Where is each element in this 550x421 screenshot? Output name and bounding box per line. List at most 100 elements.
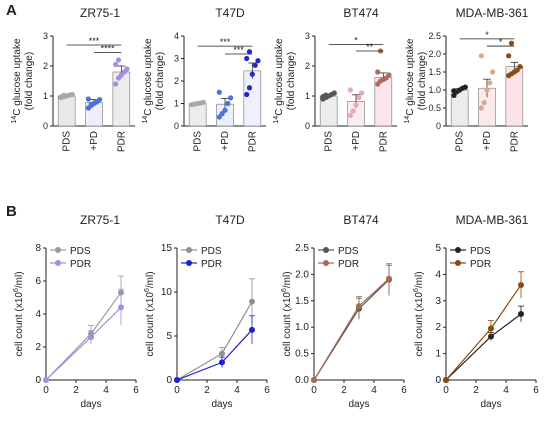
- data-point-3-0-0: [451, 92, 457, 98]
- data-point-2-1-4: [359, 90, 365, 96]
- x-tick-label-4-2: 4: [103, 385, 109, 396]
- chart-title-a2: T47D: [215, 6, 245, 20]
- y-tick-label-6-5: 2.5: [295, 243, 309, 254]
- y-label-line1-1: 14C glucose uptake: [142, 38, 154, 124]
- data-point-6-1-0: [311, 377, 317, 383]
- y-tick-label-1-1: 1: [174, 99, 179, 109]
- bar-0-0: [57, 95, 76, 127]
- data-point-0-1-5: [85, 96, 91, 102]
- y-tick-label-3-5: 2.5: [428, 31, 441, 41]
- x-axis-label-6: days: [348, 399, 369, 410]
- x-tick-label-2-1: +PD: [351, 131, 362, 151]
- bar-1-2: [243, 70, 262, 127]
- data-point-2-1-1: [350, 108, 356, 114]
- data-point-1-2-0: [244, 91, 250, 98]
- data-point-1-1-4: [228, 95, 234, 101]
- y-tick-label-1-2: 2: [174, 76, 179, 86]
- y-tick-label-6-4: 2.0: [295, 269, 309, 280]
- y-axis-label-7: cell count (x106/ml): [413, 271, 425, 356]
- x-tick-label-1-0: PDS: [193, 131, 204, 152]
- data-point-0-1-6: [88, 101, 94, 107]
- data-point-3-0-4: [462, 84, 468, 90]
- sig-label-3-0: *: [485, 30, 489, 40]
- y-tick-label-4-4: 8: [35, 243, 41, 254]
- data-point-6-1-1: [356, 303, 362, 310]
- y-tick-label-1-4: 4: [174, 31, 179, 41]
- x-tick-label-6-1: 2: [341, 385, 347, 396]
- x-tick-label-1-2: PDR: [247, 131, 258, 152]
- data-point-2-2-5: [375, 69, 381, 75]
- y-tick-label-5-1: 5: [166, 331, 172, 342]
- data-point-7-1-0: [443, 377, 449, 383]
- data-point-1-2-2: [249, 71, 255, 77]
- data-point-0-2-5: [113, 61, 119, 68]
- legend-label-5-0: PDS: [201, 246, 222, 257]
- sig-label-1-1: ***: [233, 45, 244, 55]
- x-tick-label-7-3: 6: [533, 385, 539, 396]
- x-axis-label-5: days: [211, 399, 232, 410]
- y-tick-label-0-3: 3: [43, 31, 48, 41]
- data-point-7-0-2: [518, 311, 524, 317]
- y-tick-label-5-3: 15: [161, 243, 173, 254]
- data-point-0-0-6: [61, 92, 67, 98]
- data-point-1-1-2: [222, 107, 228, 113]
- data-point-0-2-0: [113, 81, 119, 87]
- y-tick-label-3-0: 0: [436, 121, 441, 131]
- y-tick-label-7-3: 3: [435, 296, 441, 307]
- y-tick-label-4-0: 0: [35, 375, 41, 386]
- x-tick-label-0-2: PDR: [116, 131, 127, 152]
- x-tick-label-7-2: 4: [503, 385, 509, 396]
- series-line-7-0: [445, 313, 522, 381]
- sig-label-3-1: *: [499, 37, 503, 47]
- data-point-5-1-2: [249, 326, 255, 333]
- legend-marker-7-0: [455, 247, 461, 253]
- y-label-line2-0: (fold change): [24, 52, 35, 110]
- data-point-1-1-5: [216, 89, 222, 95]
- y-axis-label-5: cell count (x106/ml): [144, 271, 156, 356]
- y-tick-label-2-1: 1: [305, 91, 310, 101]
- x-tick-label-7-1: 2: [473, 385, 479, 396]
- x-tick-label-5-1: 2: [204, 385, 210, 396]
- legend-label-4-1: PDR: [70, 259, 91, 270]
- y-label-line2-3: (fold change): [417, 52, 428, 110]
- data-point-3-0-5: [451, 88, 457, 94]
- data-point-3-1-3: [487, 80, 493, 86]
- x-tick-label-3-0: PDS: [455, 131, 466, 152]
- y-tick-label-6-3: 1.5: [295, 296, 309, 307]
- data-point-1-1-3: [225, 100, 231, 107]
- legend-label-7-1: PDR: [470, 259, 491, 270]
- x-tick-label-4-0: 0: [43, 385, 49, 396]
- data-point-2-1-0: [347, 112, 353, 119]
- y-tick-label-5-0: 0: [166, 375, 172, 386]
- y-label-line1-3: 14C glucose uptake: [404, 38, 416, 124]
- data-point-1-2-6: [246, 49, 253, 55]
- y-tick-label-5-2: 10: [161, 287, 173, 298]
- x-tick-label-6-2: 4: [371, 385, 377, 396]
- y-tick-label-6-2: 1.0: [295, 322, 309, 333]
- y-axis-label-2: 14C glucose uptake (fold change): [273, 38, 297, 124]
- y-tick-label-2-2: 2: [305, 61, 310, 71]
- data-point-4-1-2: [118, 304, 124, 311]
- data-point-7-1-1: [488, 325, 494, 332]
- x-tick-label-3-1: +PD: [482, 131, 493, 151]
- y-tick-label-0-1: 1: [43, 91, 48, 101]
- series-line-6-0: [313, 279, 390, 381]
- chart-title-b2: T47D: [215, 213, 245, 227]
- sig-label-2-1: **: [366, 42, 374, 52]
- y-axis-label-3: 14C glucose uptake (fold change): [404, 38, 428, 124]
- y-tick-label-3-2: 1.0: [428, 85, 441, 95]
- data-point-2-0-6: [323, 92, 329, 98]
- data-point-3-2-3: [514, 67, 520, 73]
- panel-label-a: A: [6, 2, 17, 19]
- x-tick-label-6-3: 6: [401, 385, 407, 396]
- x-tick-label-7-0: 0: [443, 385, 449, 396]
- legend-label-5-1: PDR: [201, 259, 222, 270]
- x-tick-label-6-0: 0: [311, 385, 317, 396]
- data-point-3-1-4: [490, 69, 496, 75]
- y-tick-label-1-0: 0: [174, 121, 179, 131]
- x-tick-label-3-2: PDR: [509, 131, 520, 152]
- y-tick-label-7-5: 5: [435, 243, 441, 254]
- data-point-3-2-6: [508, 40, 515, 46]
- x-tick-label-0-1: +PD: [89, 131, 100, 151]
